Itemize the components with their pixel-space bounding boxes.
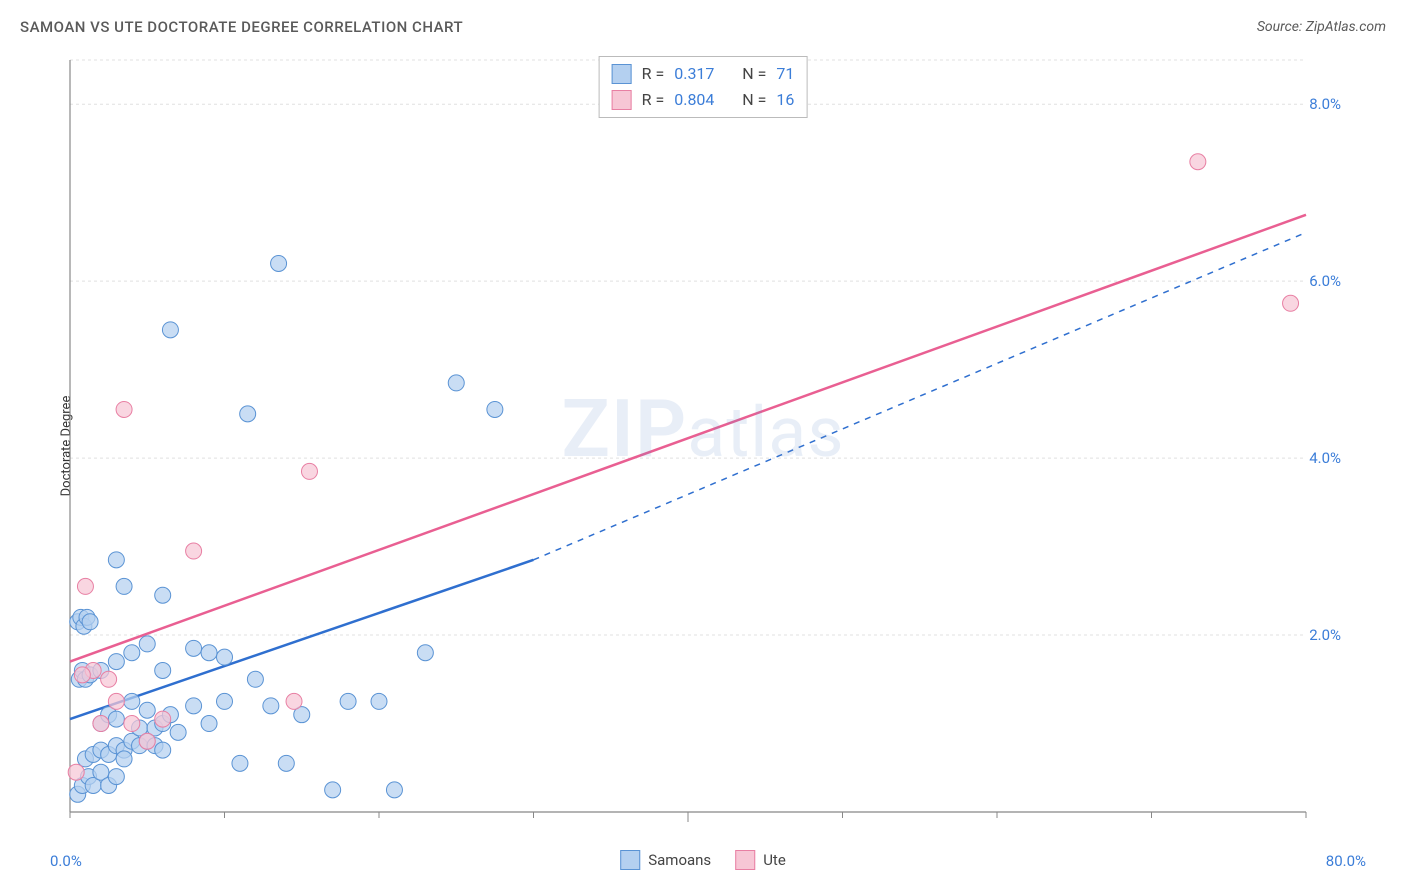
svg-text:6.0%: 6.0% [1309,272,1341,290]
swatch-samoans [612,64,632,84]
scatter-svg: 2.0% 4.0% 6.0% 8.0% [60,50,1366,842]
swatch-samoans-icon [620,850,640,870]
swatch-ute [612,90,632,110]
svg-text:2.0%: 2.0% [1309,626,1341,644]
chart-title: SAMOAN VS UTE DOCTORATE DEGREE CORRELATI… [20,18,463,36]
legend-stats: R = 0.317 N = 71 R = 0.804 N = 16 [599,56,808,118]
legend-series: Samoans Ute [620,850,786,870]
legend-stats-ute: R = 0.804 N = 16 [612,87,795,113]
legend-item-samoans: Samoans [620,850,711,870]
chart-area: 2.0% 4.0% 6.0% 8.0% [60,50,1366,842]
x-origin-label: 0.0% [50,852,82,870]
legend-stats-samoans: R = 0.317 N = 71 [612,61,795,87]
source-label: Source: ZipAtlas.com [1257,19,1386,35]
svg-text:4.0%: 4.0% [1309,449,1341,467]
legend-item-ute: Ute [735,850,786,870]
svg-text:8.0%: 8.0% [1309,95,1341,113]
x-max-label: 80.0% [1326,852,1366,870]
swatch-ute-icon [735,850,755,870]
